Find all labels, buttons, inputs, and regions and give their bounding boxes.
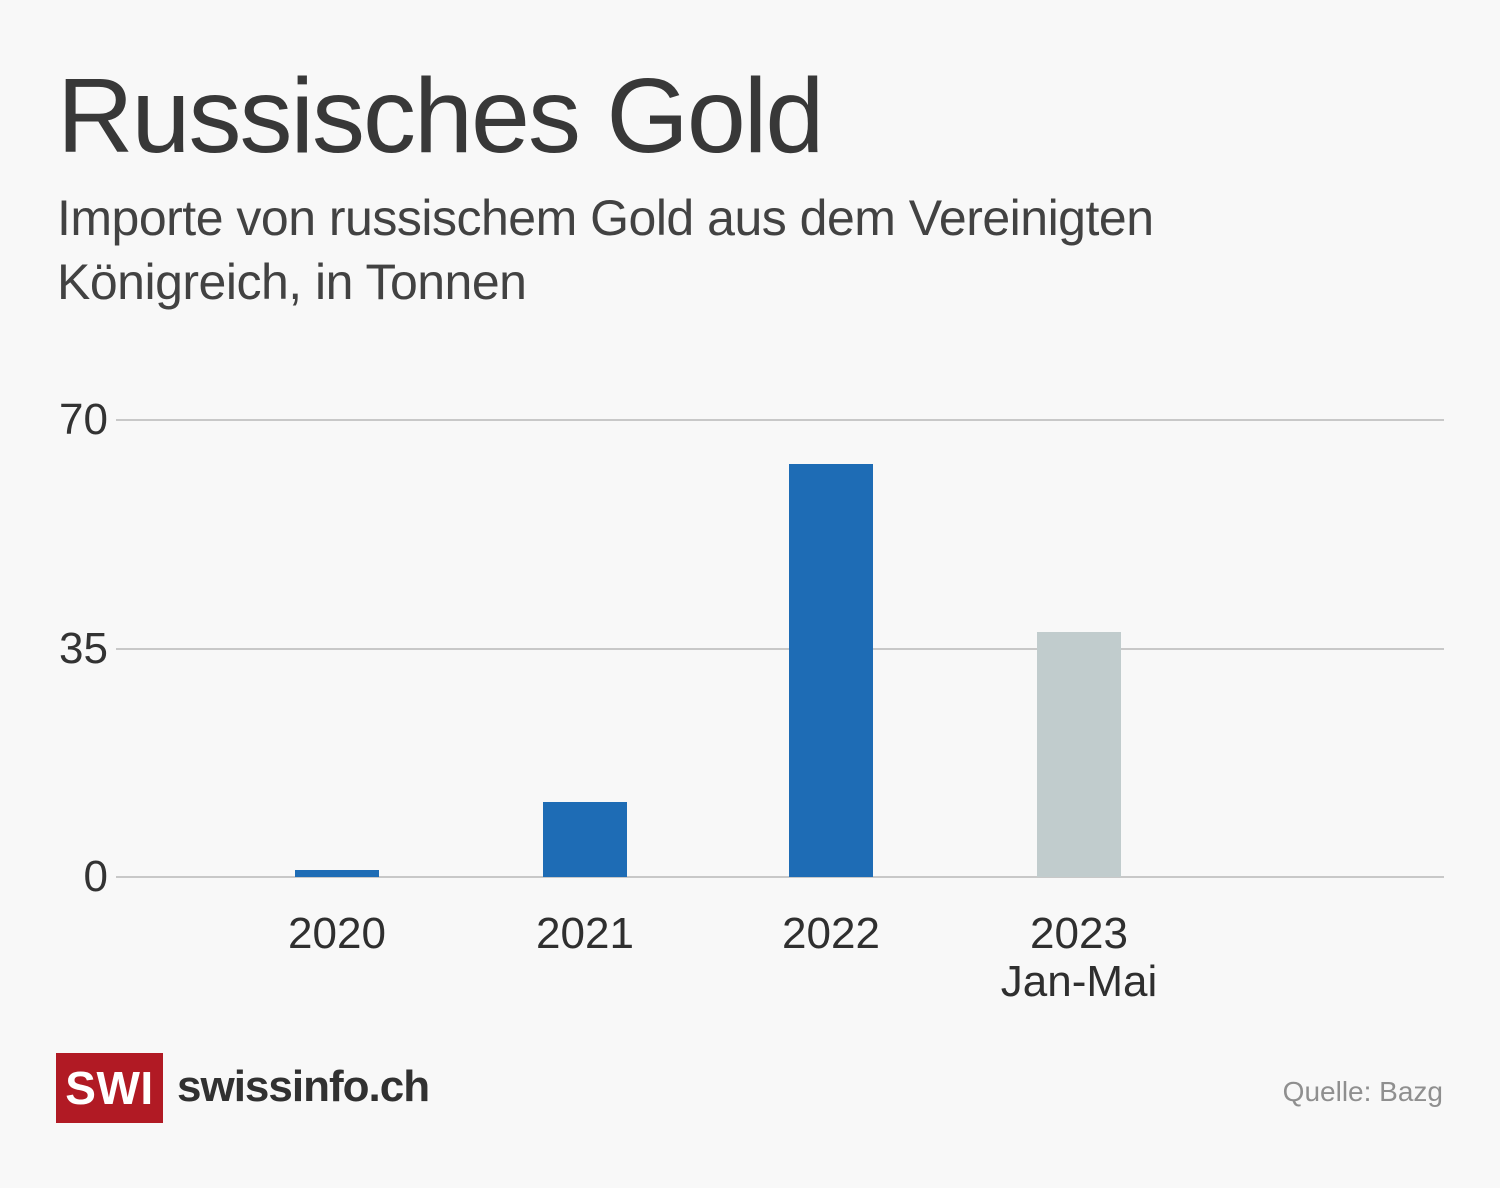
gridline-70 — [116, 419, 1444, 421]
bar-2021 — [543, 802, 627, 877]
y-axis-label-0: 0 — [83, 852, 108, 901]
source-credit: Quelle: Bazg — [1282, 1076, 1443, 1107]
bar-2023 — [1037, 632, 1121, 877]
chart-title: Russisches Gold — [57, 57, 824, 175]
x-axis-label-2020: 2020 — [288, 909, 386, 958]
chart-subtitle-line1: Importe von russischem Gold aus dem Vere… — [57, 190, 1154, 246]
chart-subtitle-line2: Königreich, in Tonnen — [57, 254, 527, 310]
swi-logo: SWI — [56, 1053, 163, 1123]
x-axis-label-2022: 2022 — [782, 909, 880, 958]
chart-subtitle: Importe von russischem Gold aus dem Vere… — [57, 186, 1154, 314]
y-axis-label-70: 70 — [59, 395, 108, 444]
gridline-0 — [116, 876, 1444, 878]
x-axis-label-2023: 2023 Jan-Mai — [1000, 909, 1158, 1006]
bar-2022 — [789, 464, 873, 877]
site-name: swissinfo.ch — [177, 1062, 430, 1111]
bar-2020 — [295, 870, 379, 877]
x-axis-label-2021: 2021 — [536, 909, 634, 958]
gridline-35 — [116, 647, 1444, 650]
y-axis-label-35: 35 — [59, 623, 108, 673]
